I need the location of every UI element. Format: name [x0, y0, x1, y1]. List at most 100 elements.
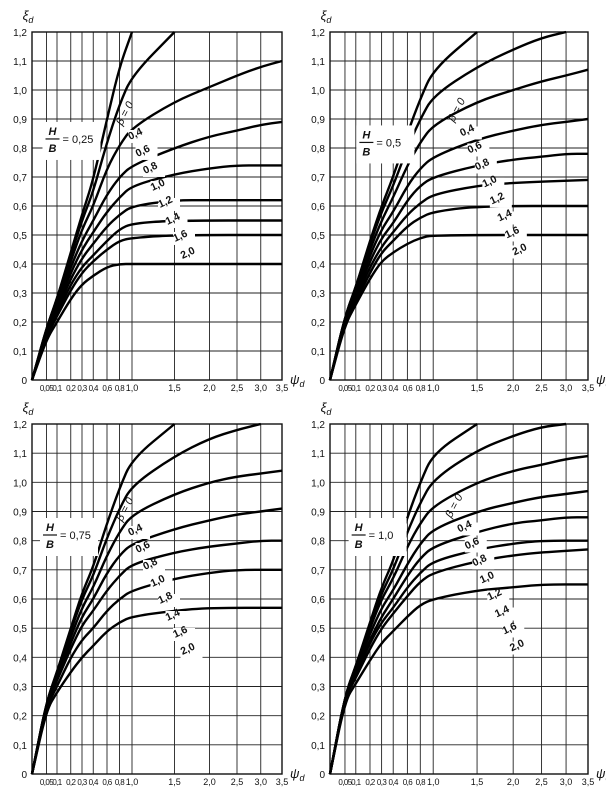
beta-label-bg [173, 628, 195, 641]
x-tick-label: 0,6 [102, 778, 112, 787]
x-axis-label: ψd [596, 372, 606, 389]
beta-value-label: 0,6 [134, 143, 152, 160]
chart-panel-hb-0.75: 00,10,20,30,40,50,60,70,80,91,01,11,20,0… [13, 400, 305, 787]
plot-frame [31, 31, 283, 381]
annotation-h: H [49, 126, 58, 138]
beta-value-label: 1,6 [171, 228, 189, 245]
series-curve-beta-1.4 [30, 568, 282, 775]
x-tick-label: 0,2 [66, 778, 76, 787]
beta-value-label: 1,8 [156, 590, 174, 607]
annotation-value: = 0,75 [60, 530, 91, 542]
y-tick-label: 0 [319, 770, 325, 781]
beta-value-label: 0,4 [126, 522, 144, 539]
x-tick-label: 0,8 [115, 384, 125, 393]
beta-label-bg [474, 160, 497, 174]
x-tick-label: 0,3 [377, 778, 387, 787]
series-curve-beta-2.0 [328, 583, 588, 775]
beta-value-label: 1,0 [481, 173, 499, 190]
x-tick-label: 2,0 [507, 777, 520, 787]
chart-panel-hb-0.5: 00,10,20,30,40,50,60,70,80,91,01,11,20,0… [311, 8, 606, 393]
y-tick-label: 0,5 [13, 231, 27, 242]
beta-value-label: 0,8 [141, 556, 159, 573]
annotation-b: B [46, 539, 54, 551]
beta-value-label: 1,6 [503, 224, 521, 241]
y-tick-label: 0,8 [13, 144, 27, 155]
x-tick-label: 1,5 [168, 383, 181, 393]
beta-label-bg [504, 228, 527, 242]
y-tick-label: 0 [319, 376, 325, 387]
x-tick-label: 1,0 [126, 383, 139, 393]
x-tick-label: 2,0 [203, 777, 216, 787]
y-tick-label: 0,6 [311, 202, 325, 213]
series-curve-beta-0.8 [30, 120, 283, 381]
y-tick-label: 0,1 [13, 741, 27, 752]
series-curves [30, 31, 283, 381]
y-tick-label: 0,4 [311, 653, 325, 664]
x-tick-label: 0,8 [416, 384, 426, 393]
beta-value-label: 0,8 [470, 552, 488, 569]
series-curve-beta-1.0 [328, 152, 588, 381]
beta-label-bg [512, 245, 535, 259]
x-tick-label: 0,4 [89, 778, 99, 787]
x-tick-label: 0,3 [77, 778, 87, 787]
series-curves [328, 30, 589, 381]
beta-value-label: 0,6 [463, 535, 481, 552]
x-tick-label: 3,0 [560, 777, 573, 787]
y-tick-label: 0,4 [13, 260, 27, 271]
beta-value-label: 0,4 [458, 122, 476, 139]
beta-label-bg [479, 573, 502, 587]
y-tick-label: 1,2 [311, 420, 325, 431]
beta-value-label: 1,0 [478, 569, 496, 586]
y-tick-label: 0,8 [13, 537, 27, 548]
beta-value-label: 0,8 [473, 156, 491, 173]
y-tick-label: 1,1 [13, 449, 27, 460]
y-tick-label: 0,5 [13, 624, 27, 635]
beta-value-label: 1,4 [493, 603, 511, 620]
x-tick-label: 3,0 [254, 383, 267, 393]
plot-frame [329, 423, 589, 775]
y-tick-label: 0,8 [311, 144, 325, 155]
series-curve-beta-1.6 [328, 233, 588, 381]
annotation-b: B [355, 539, 363, 551]
beta-label-bg [143, 560, 165, 573]
y-tick-label: 1,0 [311, 86, 325, 97]
series-curve-beta-1.6 [30, 233, 282, 381]
y-tick-label: 0,3 [13, 683, 27, 694]
y-tick-label: 0,8 [311, 537, 325, 548]
y-axis-label-sub: d [28, 15, 34, 25]
beta-value-label: 1,6 [171, 624, 189, 641]
series-curve-beta-2.0 [30, 262, 282, 381]
beta-label-bg [459, 126, 482, 140]
beta-value-label: 0,8 [141, 160, 159, 177]
beta-label-bg [464, 539, 487, 553]
beta-value-label: 0,6 [134, 539, 152, 556]
beta-label-bg [502, 624, 525, 638]
beta-label: β = 0 [445, 95, 468, 124]
beta-label-bg [150, 180, 173, 194]
beta-value-label: 2,0 [179, 245, 197, 262]
x-tick-label: 2,5 [231, 383, 244, 393]
x-tick-label: 1,0 [126, 777, 139, 787]
y-tick-label: 1,0 [311, 478, 325, 489]
y-tick-label: 1,2 [311, 28, 325, 39]
beta-label-bg [135, 543, 158, 556]
beta-value-label: 0,4 [455, 518, 473, 535]
x-tick-label: 0,6 [403, 384, 413, 393]
x-axis-label-sub: d [299, 773, 305, 783]
y-tick-label: 0,1 [13, 347, 27, 358]
beta-label-bg [150, 577, 173, 590]
y-tick-label: 0,2 [13, 712, 27, 723]
x-tick-label: 1,0 [427, 383, 440, 393]
beta-label-bg [128, 526, 150, 539]
x-tick-label: 3,5 [582, 383, 595, 393]
x-tick-label: 0,05 [338, 778, 352, 787]
beta-label-bg [180, 645, 203, 658]
annotation-value: = 1,0 [369, 530, 394, 542]
y-tick-label: 0,9 [13, 115, 27, 126]
x-tick-label: 2,5 [535, 383, 548, 393]
beta-label-bg [165, 214, 188, 228]
grid [330, 423, 589, 775]
y-tick-label: 0,9 [311, 508, 325, 519]
y-tick-label: 0,3 [311, 289, 325, 300]
x-tick-label: 0,8 [416, 778, 426, 787]
